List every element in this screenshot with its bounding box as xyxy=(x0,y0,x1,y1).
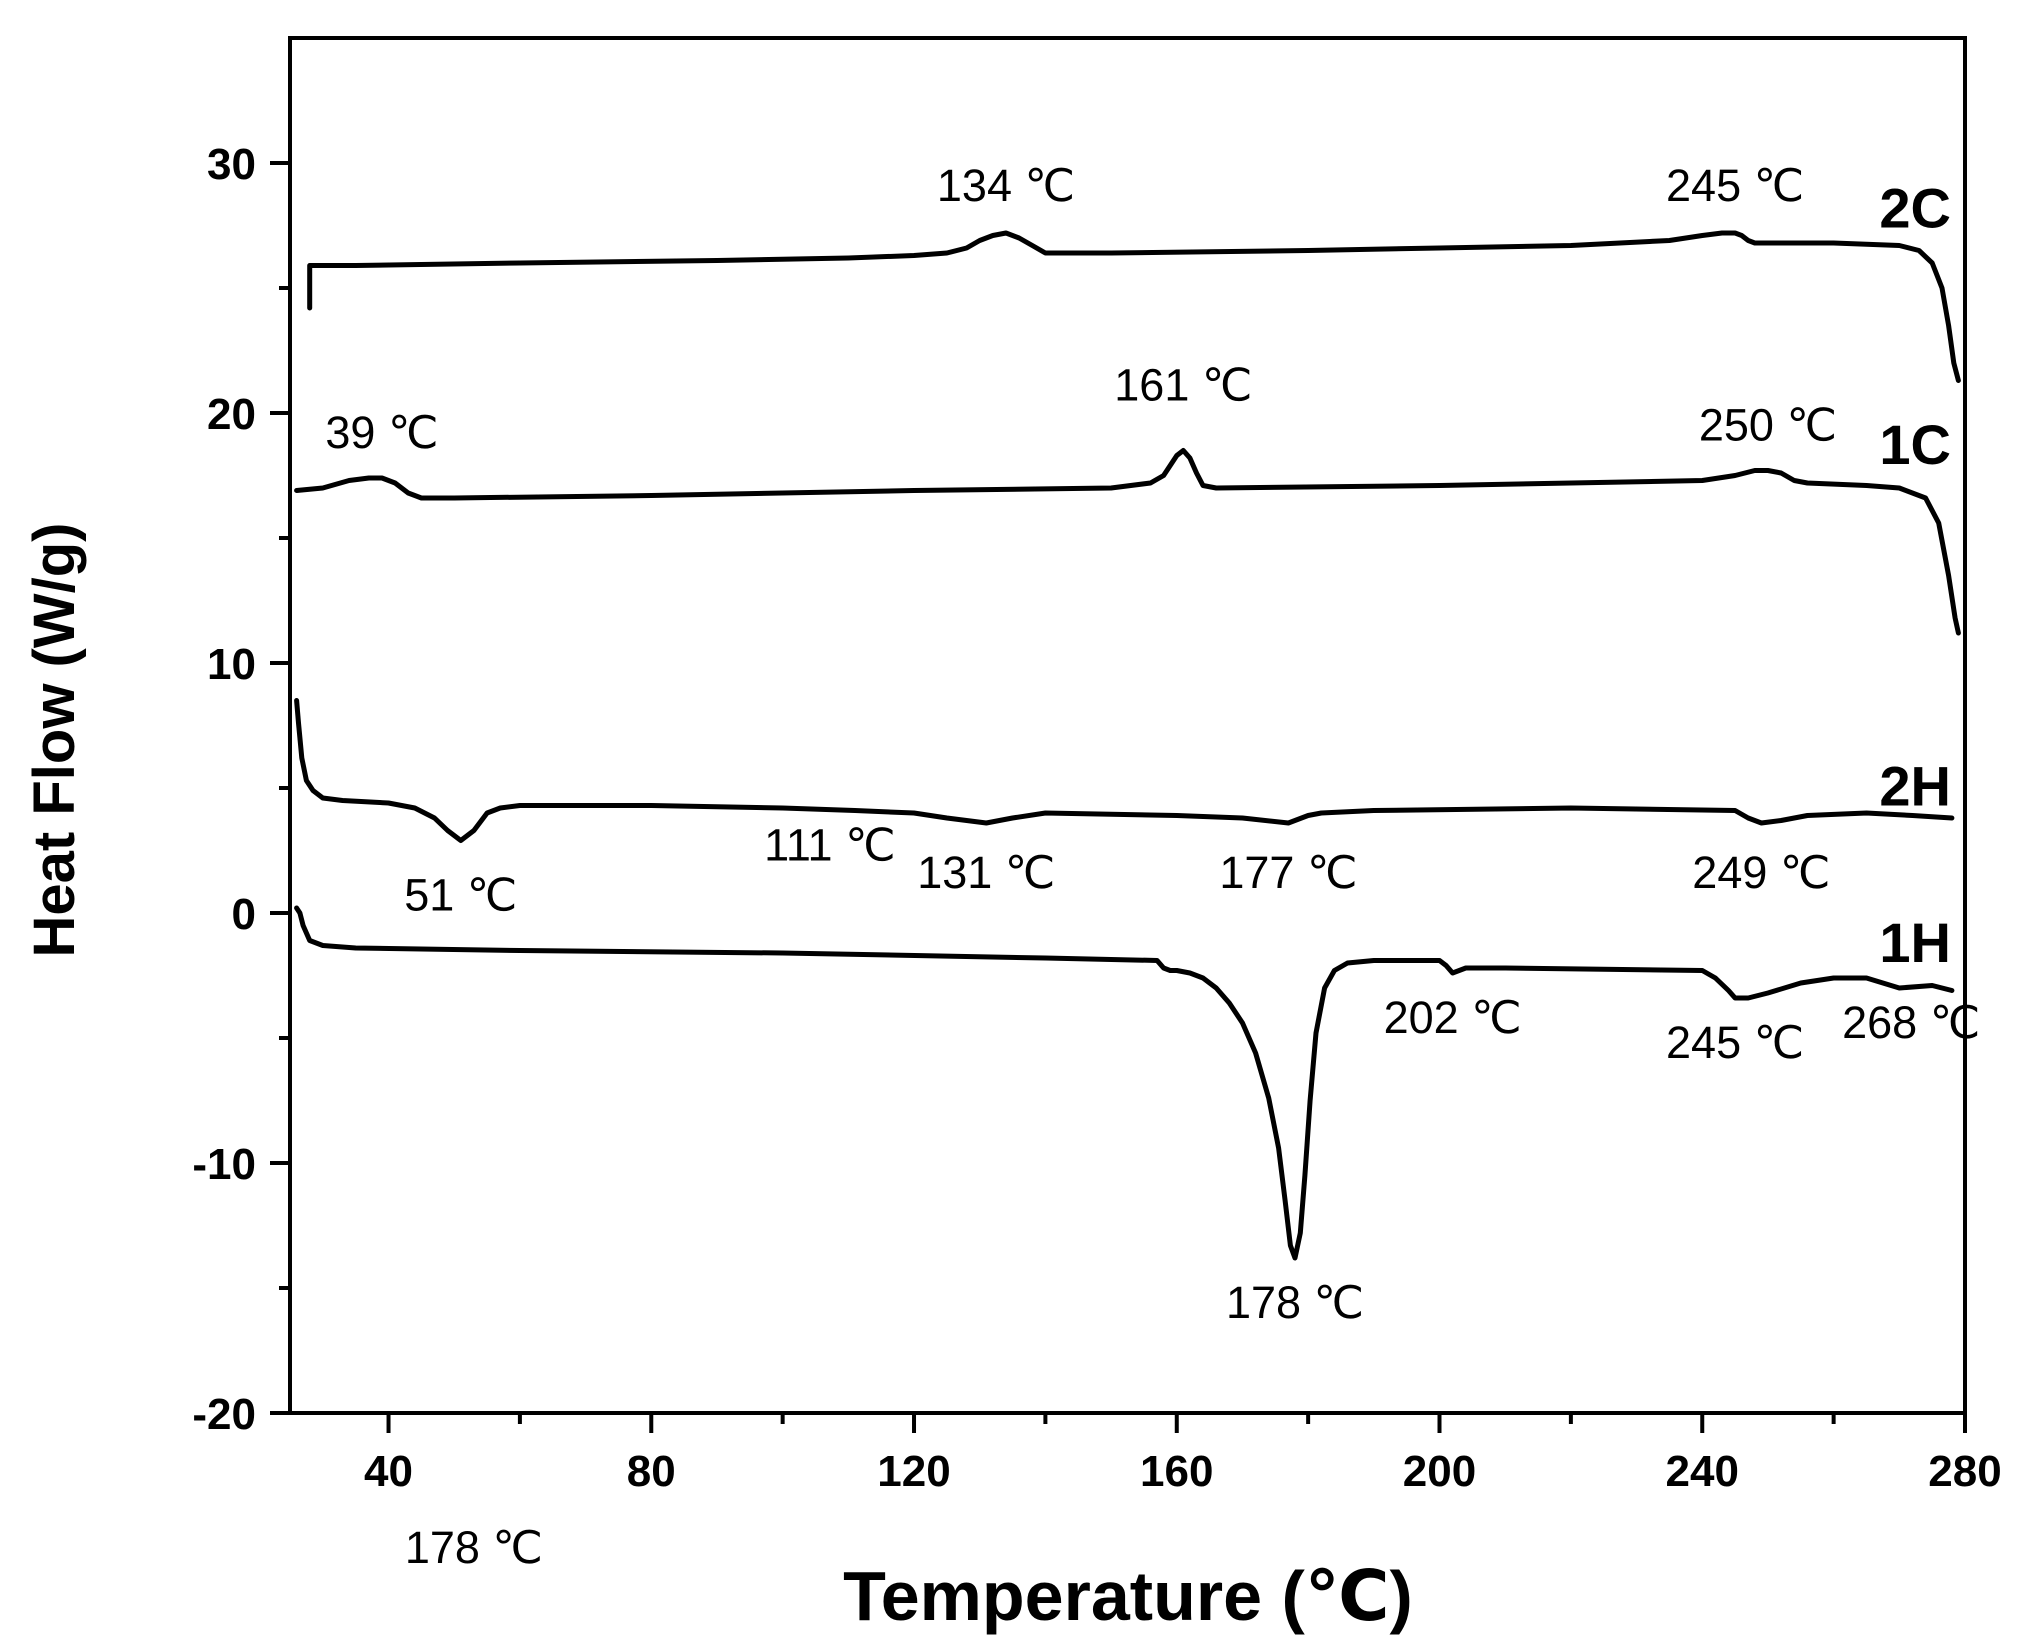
peak-annotation: 250 ℃ xyxy=(1699,400,1837,451)
peak-annotation: 161 ℃ xyxy=(1114,360,1252,411)
x-tick-label: 240 xyxy=(1666,1447,1739,1496)
series-line-2h xyxy=(294,698,1955,843)
series-label-2c: 2C xyxy=(1879,177,1951,240)
peak-annotation: 268 ℃ xyxy=(1842,997,1980,1048)
axes-layer: 40 80 120 160 200 240 280 -20 -10 0 10 20 30 xyxy=(192,36,2002,1496)
y-axis-title: Heat Flow (W/g) xyxy=(22,523,87,958)
peak-annotation: 245 ℃ xyxy=(1666,1017,1804,1068)
series-label-1h: 1H xyxy=(1879,911,1951,974)
series-line-1c xyxy=(294,448,1961,636)
series-layer xyxy=(294,230,1961,1261)
peak-annotation: 202 ℃ xyxy=(1384,992,1522,1043)
series-label-2h: 2H xyxy=(1879,755,1951,818)
x-axis-title: Temperature (℃) xyxy=(843,1557,1413,1635)
series-label-1c: 1C xyxy=(1879,413,1951,476)
x-tick-label: 120 xyxy=(877,1447,950,1496)
y-tick-label: -10 xyxy=(192,1140,256,1189)
peak-annotation: 39 ℃ xyxy=(325,407,438,458)
y-tick-label: 10 xyxy=(207,640,256,689)
peak-annotation: 131 ℃ xyxy=(917,847,1055,898)
peak-annotation: 245 ℃ xyxy=(1666,160,1804,211)
y-tick-label: 0 xyxy=(232,890,256,939)
y-tick-label: 30 xyxy=(207,140,256,189)
extra-annotation: 178 ℃ xyxy=(405,1522,543,1573)
x-tick-label: 160 xyxy=(1140,1447,1213,1496)
y-tick-label: -20 xyxy=(192,1390,256,1439)
x-tick-label: 280 xyxy=(1928,1447,2001,1496)
peak-annotation: 51 ℃ xyxy=(404,870,517,921)
peak-annotation: 134 ℃ xyxy=(937,160,1075,211)
peak-annotation: 178 ℃ xyxy=(1226,1277,1364,1328)
x-tick-label: 80 xyxy=(627,1447,676,1496)
peak-annotation: 249 ℃ xyxy=(1692,847,1830,898)
series-line-1h xyxy=(294,905,1955,1261)
peak-annotation: 111 ℃ xyxy=(764,820,895,871)
x-tick-label: 40 xyxy=(364,1447,413,1496)
series-line-2c xyxy=(307,230,1961,383)
annotation-layer: 2C 134 ℃ 245 ℃ 1C 39 ℃ 161 ℃ 250 ℃ 2H 51 ℃ 111 ℃ 1… xyxy=(325,160,1980,1573)
x-tick-label: 200 xyxy=(1403,1447,1476,1496)
plot-frame xyxy=(288,36,1967,1415)
y-tick-label: 20 xyxy=(207,390,256,439)
peak-annotation: 177 ℃ xyxy=(1219,847,1357,898)
